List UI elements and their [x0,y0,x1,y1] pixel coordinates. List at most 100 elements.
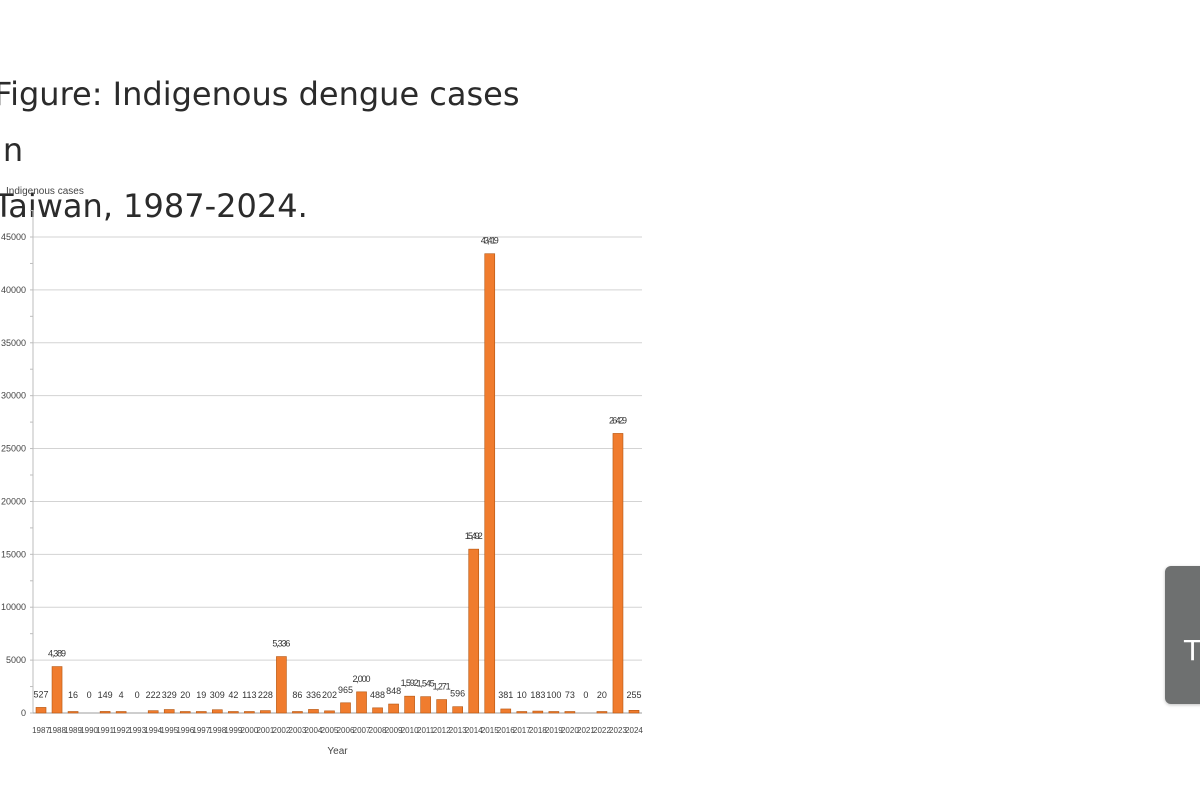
bar-1991 [99,711,111,714]
x-tick-label: 2021 [577,726,595,735]
x-tick-label: 1991 [96,726,114,735]
x-tick-label: 2004 [305,726,323,735]
x-tick-label: 2019 [545,726,563,735]
x-tick-label: 2000 [240,726,258,735]
figure-title-line-2: Taiwan, 1987-2024. [0,187,308,225]
y-tick-label: 15000 [1,549,26,559]
data-label-2001: 228 [258,690,273,700]
data-label-2008: 488 [370,690,385,700]
data-label-2024: 255 [626,690,641,700]
x-tick-label: 1994 [144,726,162,735]
data-label-2019: 100 [546,690,561,700]
data-label-2007: 2,000 [353,674,371,684]
bar-2000 [244,711,255,714]
x-tick-label: 1990 [80,726,98,735]
bar-2006 [340,702,351,714]
data-label-2005: 202 [322,690,337,700]
x-tick-label: 2016 [497,726,515,735]
data-label-2021: 0 [583,690,588,700]
bar-2003 [292,711,303,714]
data-label-1988: 4,389 [48,649,66,659]
data-label-1993: 0 [135,690,140,700]
y-tick-label: 5000 [6,655,26,665]
bar-1987 [35,707,47,714]
y-tick-label: 25000 [1,444,26,454]
data-label-2013: 596 [450,689,465,699]
data-label-2000: 113 [242,690,256,700]
x-tick-label: 2022 [593,726,611,735]
x-tick-label: 2006 [337,726,355,735]
data-label-1995: 329 [162,690,177,700]
bar-2014 [468,548,480,714]
x-tick-label: 1996 [176,726,194,735]
data-label-2009: 848 [386,686,401,696]
x-tick-label: 2003 [289,726,307,735]
x-tick-label: 2007 [353,726,371,735]
data-label-2010: 1,592 [401,678,419,688]
bar-2013 [452,706,463,714]
x-tick-label: 2010 [401,726,419,735]
x-tick-label: 2013 [449,726,467,735]
data-label-2020: 73 [565,690,575,700]
dengue-bar-chart: 0500010000150002000025000300003500040000… [1,186,643,757]
x-tick-label: 2015 [481,726,499,735]
x-tick-label: 2005 [321,726,339,735]
x-tick-label: 2020 [561,726,579,735]
x-tick-label: 2012 [433,726,451,735]
data-label-2003: 86 [292,690,302,700]
data-label-1991: 149 [98,690,113,700]
bar-2007 [356,691,367,714]
bar-2023 [612,433,624,714]
bar-2016 [500,708,512,714]
x-tick-label: 1987 [32,726,50,735]
x-tick-label: 1997 [192,726,210,735]
bar-1989 [67,711,79,714]
x-tick-label: 2009 [385,726,403,735]
data-label-2002: 5,336 [272,639,290,649]
y-tick-label: 45000 [1,232,26,242]
data-label-2015: 43,419 [481,236,499,246]
data-label-2022: 20 [597,690,607,700]
bar-1997 [195,711,207,714]
data-label-2016: 381 [498,690,513,700]
data-label-2006: 965 [338,685,353,695]
data-label-2004: 336 [306,690,321,700]
bar-1994 [147,710,159,714]
bar-2002 [276,656,287,714]
side-tab-label: T [1184,634,1200,667]
bar-1998 [212,709,223,714]
bar-2024 [628,710,640,714]
side-tab-button[interactable]: T [1165,566,1200,704]
x-tick-label: 2002 [273,726,291,735]
bar-2010 [404,695,415,714]
y-axis-label: Indigenous cases [6,186,84,197]
y-tick-label: 30000 [1,391,26,401]
x-tick-label: 1989 [64,726,82,735]
bar-2004 [308,709,319,714]
x-tick-label: 2014 [465,726,483,735]
data-label-1987: 527 [33,689,48,699]
data-label-1994: 222 [146,690,161,700]
bar-2019 [548,711,560,714]
data-label-2014: 15,492 [465,531,483,541]
bar-2015 [484,253,496,714]
bar-2001 [260,710,271,714]
bar-1988 [51,666,63,714]
x-tick-label: 1993 [128,726,146,735]
x-tick-label: 2008 [369,726,387,735]
data-label-2018: 183 [530,690,545,700]
y-tick-label: 20000 [1,496,26,506]
bar-2022 [596,711,608,714]
x-tick-label: 2024 [625,726,643,735]
x-tick-label: 2017 [513,726,531,735]
x-tick-label: 2011 [417,726,435,735]
data-label-2023: 26429 [609,415,627,425]
bar-2005 [324,710,335,714]
x-tick-label: 2001 [256,726,274,735]
bar-2012 [436,699,447,714]
bar-1999 [228,711,239,714]
bar-1995 [163,709,175,714]
data-label-2011: 1,545 [417,679,435,689]
data-label-1989: 16 [68,690,78,700]
x-tick-label: 1995 [160,726,178,735]
